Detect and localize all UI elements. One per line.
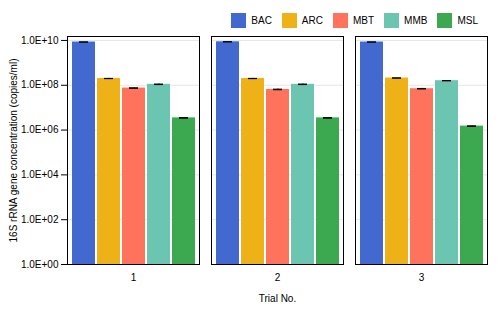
- svg-text:3: 3: [419, 272, 425, 283]
- svg-text:1.0E+08: 1.0E+08: [21, 79, 59, 90]
- svg-text:2: 2: [275, 272, 281, 283]
- html-text:MMB: MMB: [404, 15, 428, 26]
- svg-text:16S rRNA gene concentration (c: 16S rRNA gene concentration (copies/ml): [8, 59, 19, 243]
- svg-text:1.0E+06: 1.0E+06: [21, 124, 59, 135]
- html-text:MSL: MSL: [457, 15, 478, 26]
- svg-text:Trial No.: Trial No.: [259, 293, 296, 304]
- svg-text:1.0E+10: 1.0E+10: [21, 35, 59, 46]
- svg-text:1.0E+02: 1.0E+02: [21, 214, 59, 225]
- html-text:BAC: BAC: [251, 15, 272, 26]
- svg-text:1.0E+04: 1.0E+04: [21, 169, 59, 180]
- svg-text:1: 1: [131, 272, 137, 283]
- html-text:MBT: MBT: [353, 15, 375, 26]
- svg-text:1.0E+00: 1.0E+00: [21, 259, 59, 270]
- html-text:ARC: ARC: [301, 15, 323, 26]
